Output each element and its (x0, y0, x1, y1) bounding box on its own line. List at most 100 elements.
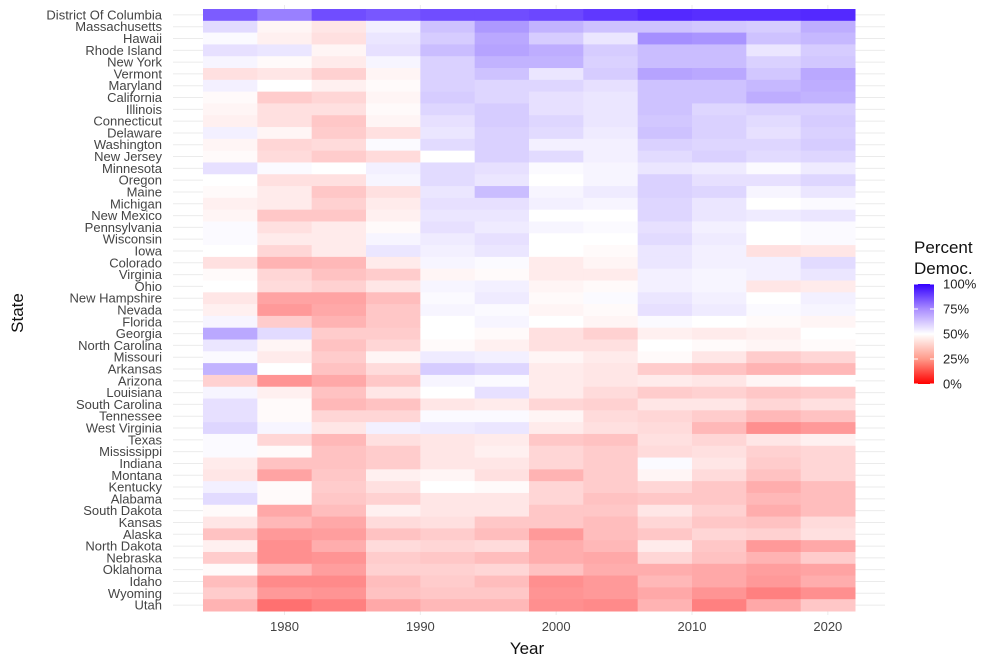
heatmap-cell (474, 563, 530, 577)
heatmap-cell (257, 504, 313, 518)
heatmap-cell (746, 233, 802, 246)
heatmap-cell (420, 398, 476, 411)
heatmap-cell (637, 575, 693, 588)
heatmap-cell (746, 540, 802, 553)
heatmap-cell (800, 433, 856, 447)
heatmap-cell (311, 433, 367, 447)
heatmap-cell (311, 575, 367, 588)
heatmap-cell (746, 504, 802, 518)
heatmap-cell (420, 457, 476, 470)
heatmap-cell (366, 492, 421, 506)
heatmap-cell (800, 599, 856, 612)
heatmap-cell (311, 327, 367, 341)
heatmap-cell (637, 268, 693, 281)
heatmap-cell (746, 256, 802, 270)
heatmap-cell (474, 91, 530, 104)
year-tick-label: 2010 (678, 619, 707, 634)
heatmap-cell (800, 351, 856, 364)
heatmap-cell (420, 197, 476, 211)
heatmap-cell (474, 138, 530, 152)
heatmap-cell (257, 256, 313, 270)
heatmap-cell (583, 351, 639, 364)
heatmap-cell (692, 150, 747, 163)
state-label: Texas (128, 432, 162, 447)
heatmap-cell (257, 457, 313, 470)
heatmap-cell (692, 56, 747, 69)
heatmap-cell (637, 174, 693, 187)
heatmap-cell (529, 79, 584, 93)
heatmap-cell (800, 374, 856, 388)
heatmap-cell (420, 492, 476, 506)
heatmap-cell (746, 79, 802, 93)
heatmap-cell (366, 504, 421, 518)
heatmap-cell (746, 410, 802, 423)
heatmap-cell (529, 445, 584, 459)
heatmap-cell (746, 327, 802, 341)
heatmap-cell (746, 186, 802, 199)
state-label: Minnesota (102, 161, 163, 176)
heatmap-cell (583, 20, 639, 34)
heatmap-cell (637, 9, 693, 22)
heatmap-cell (474, 304, 530, 317)
heatmap-cell (366, 268, 421, 281)
heatmap-cell (637, 20, 693, 34)
heatmap-cell (746, 315, 802, 329)
heatmap-cell (583, 91, 639, 104)
heatmap-cell (529, 363, 584, 376)
heatmap-cell (800, 221, 856, 234)
heatmap-cell (474, 245, 530, 258)
heatmap-cell (746, 363, 802, 376)
heatmap-cell (637, 469, 693, 482)
heatmap-cell (637, 563, 693, 577)
state-label: Oklahoma (103, 562, 163, 577)
heatmap-cell (311, 422, 367, 435)
heatmap-cell (692, 9, 747, 22)
heatmap-cell (529, 103, 584, 116)
heatmap-cell (366, 44, 421, 57)
state-label: North Carolina (78, 338, 163, 353)
heatmap-cell (257, 209, 313, 222)
heatmap-cell (474, 20, 530, 34)
heatmap-cell (529, 150, 584, 163)
heatmap-cell (583, 315, 639, 329)
state-label: Arizona (118, 373, 163, 388)
heatmap-cell (474, 516, 530, 529)
heatmap-cell (800, 304, 856, 317)
heatmap-cell (583, 103, 639, 116)
heatmap-cell (746, 268, 802, 281)
heatmap-cell (203, 292, 258, 305)
heatmap-cell (800, 127, 856, 140)
heatmap-cell (800, 138, 856, 152)
heatmap-cell (746, 280, 802, 293)
heatmap-cell (420, 20, 476, 34)
state-label: Utah (135, 598, 162, 613)
heatmap-cell (692, 433, 747, 447)
heatmap-cell (529, 551, 584, 565)
heatmap-cell (203, 386, 258, 400)
heatmap-cell (311, 256, 367, 270)
heatmap-cell (800, 516, 856, 529)
heatmap-cell (746, 481, 802, 494)
heatmap-cell (637, 516, 693, 529)
state-label: Iowa (135, 243, 163, 258)
heatmap-cell (529, 233, 584, 246)
heatmap-cell (366, 32, 421, 45)
heatmap-cell (474, 221, 530, 234)
heatmap-cell (474, 68, 530, 81)
heatmap-cell (203, 127, 258, 140)
heatmap-cell (203, 599, 258, 612)
heatmap-cell (257, 315, 313, 329)
state-label: Ohio (135, 279, 162, 294)
heatmap-cell (420, 68, 476, 81)
heatmap-cell (529, 374, 584, 388)
heatmap-cell (420, 162, 476, 175)
heatmap-cell (637, 457, 693, 470)
heatmap-cell (529, 268, 584, 281)
heatmap-cell (637, 150, 693, 163)
heatmap-cell (529, 528, 584, 541)
heatmap-cell (311, 492, 367, 506)
heatmap-cell (420, 9, 476, 22)
state-label: Pennsylvania (85, 220, 163, 235)
heatmap-cell (257, 44, 313, 57)
heatmap-cell (474, 315, 530, 329)
